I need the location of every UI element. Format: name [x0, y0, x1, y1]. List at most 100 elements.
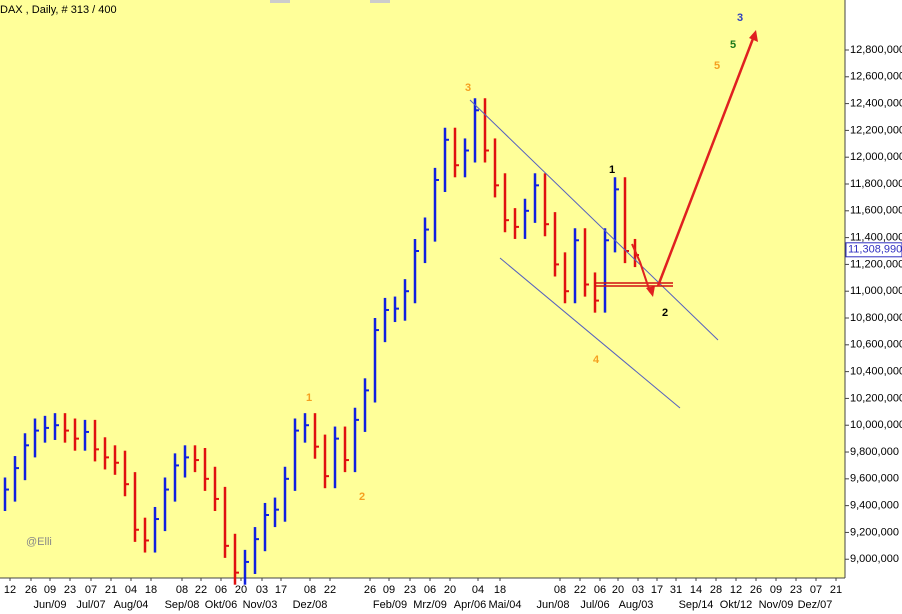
month-label: Jul/07 [76, 599, 105, 611]
x-tick-label: 04 [472, 584, 484, 596]
arrow-head [749, 30, 758, 42]
x-tick-label: 26 [25, 584, 37, 596]
x-tick-label: 26 [750, 584, 762, 596]
y-tick-label: 12,400,000 [850, 97, 902, 109]
y-tick-label: 9,200,000 [850, 526, 899, 538]
y-tick-label: 11,200,000 [850, 258, 902, 270]
x-tick-label: 17 [275, 584, 287, 596]
month-label: Aug/03 [619, 599, 654, 611]
x-tick-label: 18 [494, 584, 506, 596]
x-axis-area [0, 578, 845, 614]
y-tick-label: 9,800,000 [850, 446, 899, 458]
x-tick-label: 22 [574, 584, 586, 596]
month-label: Jul/06 [580, 599, 609, 611]
projection-arrow [656, 35, 756, 287]
wave-label: 5 [714, 60, 720, 72]
x-tick-label: 07 [85, 584, 97, 596]
x-tick-label: 12 [4, 584, 16, 596]
month-label: Sep/14 [679, 599, 714, 611]
x-tick-label: 31 [670, 584, 682, 596]
wave-label: 1 [306, 392, 312, 404]
wave-label: 4 [593, 354, 600, 366]
x-tick-label: 21 [830, 584, 842, 596]
channel-line [469, 99, 719, 341]
wave-label: 3 [465, 82, 471, 94]
last-price-box [845, 242, 902, 258]
y-tick-label: 10,600,000 [850, 339, 902, 351]
y-tick-label: 12,600,000 [850, 71, 902, 83]
y-tick-label: 10,400,000 [850, 366, 902, 378]
wave-label: 2 [662, 307, 668, 319]
watermark: @Elli [26, 536, 52, 548]
month-label: Nov/03 [243, 599, 278, 611]
x-tick-label: 22 [195, 584, 207, 596]
month-label: Nov/09 [759, 599, 794, 611]
month-label: Feb/09 [373, 599, 407, 611]
x-tick-label: 23 [404, 584, 416, 596]
last-price-label: 11,308,990 [848, 244, 902, 256]
x-tick-label: 06 [215, 584, 227, 596]
x-tick-label: 07 [810, 584, 822, 596]
projection-arrow [631, 243, 651, 293]
wave-label: 3 [737, 12, 743, 24]
month-label: Okt/12 [720, 599, 752, 611]
y-tick-label: 12,800,000 [850, 44, 902, 56]
y-axis-area [845, 0, 902, 614]
x-tick-label: 14 [690, 584, 702, 596]
toolbar-button[interactable] [370, 0, 390, 3]
month-label: Dez/07 [798, 599, 833, 611]
month-label: Okt/06 [205, 599, 237, 611]
month-label: Dez/08 [293, 599, 328, 611]
month-label: Sep/08 [165, 599, 200, 611]
month-label: Mai/04 [488, 599, 521, 611]
wave-label: 2 [359, 491, 365, 503]
wave-label: 1 [609, 164, 615, 176]
arrow-head [646, 286, 655, 297]
toolbar-button[interactable] [270, 0, 290, 3]
x-tick-label: 20 [235, 584, 247, 596]
x-tick-label: 08 [554, 584, 566, 596]
plot-area [0, 0, 845, 578]
y-tick-label: 9,000,000 [850, 553, 899, 565]
x-tick-label: 22 [324, 584, 336, 596]
x-tick-label: 08 [176, 584, 188, 596]
x-tick-label: 06 [424, 584, 436, 596]
x-tick-label: 21 [105, 584, 117, 596]
y-tick-label: 12,200,000 [850, 124, 902, 136]
x-tick-label: 26 [364, 584, 376, 596]
x-tick-label: 28 [710, 584, 722, 596]
chart-title: DAX , Daily, # 313 / 400 [0, 4, 117, 16]
y-tick-label: 9,600,000 [850, 473, 899, 485]
y-tick-label: 11,600,000 [850, 205, 902, 217]
x-tick-label: 20 [444, 584, 456, 596]
x-tick-label: 06 [594, 584, 606, 596]
x-tick-label: 09 [44, 584, 56, 596]
wave-label: 5 [730, 39, 736, 51]
y-tick-label: 10,200,000 [850, 392, 902, 404]
y-tick-label: 10,000,000 [850, 419, 902, 431]
x-tick-label: 23 [64, 584, 76, 596]
x-tick-label: 08 [304, 584, 316, 596]
x-tick-label: 17 [651, 584, 663, 596]
x-tick-label: 20 [612, 584, 624, 596]
y-tick-label: 10,800,000 [850, 312, 902, 324]
y-tick-label: 11,800,000 [850, 178, 902, 190]
y-tick-label: 12,000,000 [850, 151, 902, 163]
y-tick-label: 9,400,000 [850, 500, 899, 512]
x-tick-label: 09 [770, 584, 782, 596]
x-tick-label: 12 [730, 584, 742, 596]
marks [3, 98, 639, 585]
x-tick-label: 03 [632, 584, 644, 596]
y-tick-label: 11,400,000 [850, 232, 902, 244]
month-label: Mrz/09 [413, 599, 447, 611]
month-label: Apr/06 [454, 599, 486, 611]
x-tick-label: 09 [383, 584, 395, 596]
channel-line [499, 257, 681, 409]
x-tick-label: 03 [256, 584, 268, 596]
y-tick-label: 11,000,000 [850, 285, 902, 297]
month-label: Jun/08 [536, 599, 569, 611]
x-tick-label: 18 [145, 584, 157, 596]
month-label: Aug/04 [114, 599, 149, 611]
x-tick-label: 04 [125, 584, 137, 596]
